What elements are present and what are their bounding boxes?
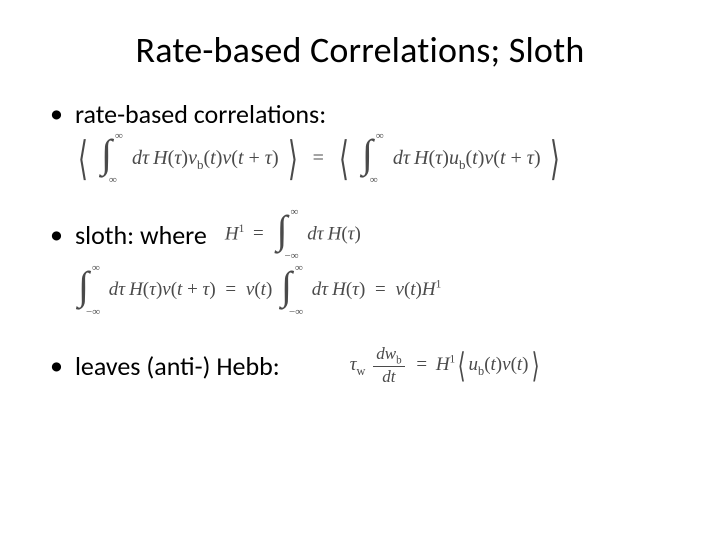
bullet-3-row: • leaves (anti-) Hebb: τw dwb dt = H1⟨ub… [50, 344, 670, 387]
equals-1: = [313, 147, 324, 169]
fraction: dwb dt [373, 344, 404, 387]
bullet-3-text: leaves (anti-) Hebb: [75, 350, 280, 382]
page-title: Rate-based Correlations; Sloth [50, 28, 670, 72]
bullet-dot-icon: • [50, 350, 63, 381]
bullet-1: • rate-based correlations: [50, 98, 670, 130]
equation-3: ∫ ∞ −∞ dτH(τ)v(t + τ) = v(t) ∫ ∞ −∞ dτH(… [50, 268, 670, 314]
bullet-2-text: sloth: where [75, 219, 207, 251]
integral-icon: ∫ ∞ −∞ [279, 268, 305, 314]
integral-icon: ∫ ∞ ∞ [360, 136, 386, 182]
slide: Rate-based Correlations; Sloth • rate-ba… [0, 0, 720, 540]
equation-1: ⟨ ∫ ∞ ∞ dτH(τ)vb(t)ν(t + τ) ⟩ = ⟨ ∫ ∞ ∞ … [50, 136, 670, 182]
integral-icon: ∫ ∞ −∞ [275, 212, 301, 258]
integral-icon: ∫ ∞ ∞ [99, 136, 125, 182]
bullet-dot-icon: • [50, 219, 63, 250]
equation-4: τw dwb dt = H1⟨ub(t)v(t)⟩ [350, 344, 542, 387]
bullet-1-text: rate-based correlations: [75, 98, 326, 130]
bullet-2-row: • sloth: where H1 = ∫ ∞ −∞ dτH(τ) [50, 212, 670, 258]
bullet-dot-icon: • [50, 98, 63, 129]
integral-icon: ∫ ∞ −∞ [76, 268, 102, 314]
equation-2: H1 = ∫ ∞ −∞ dτH(τ) [225, 212, 361, 258]
